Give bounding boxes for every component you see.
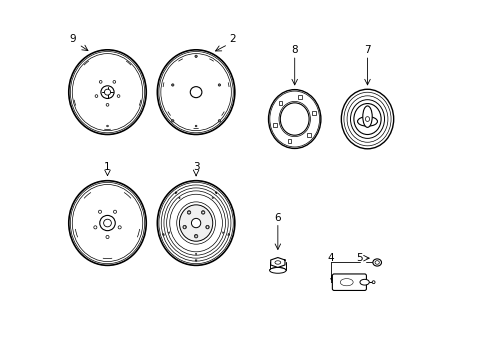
Text: 8: 8	[291, 45, 297, 55]
Ellipse shape	[103, 219, 111, 227]
FancyBboxPatch shape	[287, 139, 291, 143]
Ellipse shape	[106, 103, 109, 106]
Ellipse shape	[69, 50, 146, 134]
Ellipse shape	[218, 84, 220, 86]
Ellipse shape	[280, 103, 308, 135]
Ellipse shape	[274, 261, 280, 264]
Ellipse shape	[99, 81, 102, 83]
FancyBboxPatch shape	[298, 95, 301, 99]
Ellipse shape	[343, 92, 390, 146]
FancyBboxPatch shape	[306, 133, 310, 137]
Text: 7: 7	[364, 45, 370, 55]
Ellipse shape	[101, 86, 114, 99]
Ellipse shape	[157, 181, 234, 265]
Ellipse shape	[72, 185, 142, 262]
Ellipse shape	[371, 281, 374, 284]
Ellipse shape	[341, 89, 393, 149]
Ellipse shape	[268, 90, 320, 148]
Ellipse shape	[205, 225, 209, 229]
Ellipse shape	[159, 51, 233, 133]
Ellipse shape	[176, 202, 215, 244]
Ellipse shape	[190, 87, 202, 98]
Ellipse shape	[183, 225, 186, 229]
Ellipse shape	[201, 211, 204, 214]
Ellipse shape	[279, 102, 310, 137]
Ellipse shape	[94, 226, 97, 229]
Ellipse shape	[171, 120, 174, 122]
Ellipse shape	[161, 185, 230, 261]
FancyBboxPatch shape	[273, 123, 277, 127]
Ellipse shape	[113, 210, 116, 213]
Ellipse shape	[179, 205, 212, 241]
Ellipse shape	[350, 100, 384, 138]
Ellipse shape	[202, 211, 204, 213]
Ellipse shape	[172, 84, 173, 86]
Ellipse shape	[218, 120, 220, 122]
Ellipse shape	[113, 81, 116, 83]
Ellipse shape	[195, 235, 197, 237]
Ellipse shape	[118, 226, 121, 229]
Ellipse shape	[171, 84, 174, 86]
Ellipse shape	[169, 194, 222, 252]
Ellipse shape	[72, 54, 142, 131]
Ellipse shape	[346, 96, 387, 142]
Ellipse shape	[218, 84, 220, 86]
Ellipse shape	[166, 191, 225, 255]
FancyBboxPatch shape	[312, 111, 315, 115]
Text: 6: 6	[274, 213, 281, 222]
Ellipse shape	[357, 117, 377, 126]
Ellipse shape	[269, 267, 285, 273]
Text: 9: 9	[70, 34, 76, 44]
Ellipse shape	[187, 211, 190, 213]
FancyBboxPatch shape	[332, 274, 366, 291]
Ellipse shape	[195, 125, 197, 127]
Ellipse shape	[159, 183, 233, 264]
Ellipse shape	[106, 235, 109, 239]
Ellipse shape	[69, 181, 146, 265]
Ellipse shape	[340, 279, 352, 286]
Ellipse shape	[194, 234, 198, 238]
Ellipse shape	[372, 259, 381, 266]
Ellipse shape	[218, 120, 220, 122]
Text: 1: 1	[104, 162, 111, 172]
Ellipse shape	[161, 54, 231, 131]
Text: 2: 2	[229, 34, 236, 44]
Ellipse shape	[70, 183, 144, 264]
Ellipse shape	[206, 226, 208, 228]
FancyBboxPatch shape	[278, 101, 282, 105]
Ellipse shape	[163, 188, 228, 258]
Ellipse shape	[359, 279, 368, 285]
Ellipse shape	[117, 95, 120, 98]
Ellipse shape	[365, 117, 369, 121]
Ellipse shape	[195, 55, 197, 58]
Ellipse shape	[195, 55, 197, 57]
Text: 5: 5	[355, 253, 362, 263]
Ellipse shape	[353, 104, 380, 135]
Ellipse shape	[191, 219, 201, 228]
Ellipse shape	[172, 120, 173, 122]
Ellipse shape	[106, 125, 108, 127]
Text: 4: 4	[326, 253, 333, 263]
Ellipse shape	[70, 51, 144, 133]
Ellipse shape	[362, 106, 371, 127]
Ellipse shape	[269, 91, 319, 147]
Ellipse shape	[183, 226, 185, 228]
Text: 3: 3	[192, 162, 199, 172]
Ellipse shape	[104, 89, 110, 95]
Ellipse shape	[187, 211, 190, 214]
Ellipse shape	[374, 261, 379, 264]
Ellipse shape	[157, 50, 234, 134]
Ellipse shape	[95, 95, 98, 98]
Ellipse shape	[98, 210, 102, 213]
Ellipse shape	[100, 215, 115, 231]
